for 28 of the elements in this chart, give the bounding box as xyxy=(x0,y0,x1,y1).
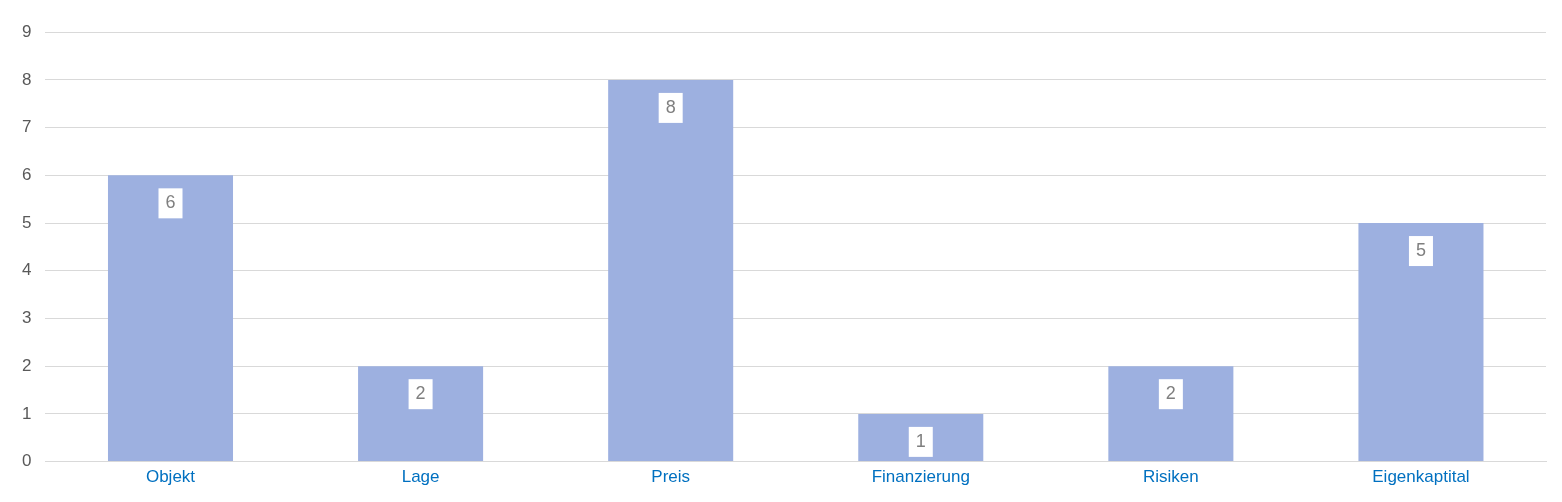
data-label: 1 xyxy=(915,430,926,451)
x-tick-label: Preis xyxy=(651,467,691,487)
y-tick-label: 9 xyxy=(21,21,32,41)
y-tick-label: 1 xyxy=(21,403,32,423)
data-label: 5 xyxy=(1415,240,1426,261)
bar xyxy=(107,175,234,462)
x-tick-label: Risiken xyxy=(1142,467,1199,487)
y-tick-label: 0 xyxy=(21,451,32,471)
bar xyxy=(858,413,984,462)
y-tick-label: 7 xyxy=(21,117,32,137)
y-tick-label: 4 xyxy=(21,260,32,280)
y-tick-label: 3 xyxy=(21,308,32,328)
data-label: 8 xyxy=(665,96,676,117)
bar xyxy=(1108,366,1234,462)
bar xyxy=(1358,223,1484,462)
x-tick-label: Objekt xyxy=(145,467,196,487)
data-label: 2 xyxy=(415,383,426,404)
y-tick-label: 6 xyxy=(21,165,32,185)
x-tick-label: Finanzierung xyxy=(871,467,970,487)
bar xyxy=(358,366,484,462)
data-label: 2 xyxy=(1165,383,1176,404)
bar xyxy=(608,79,734,462)
y-tick-label: 5 xyxy=(21,212,32,232)
x-tick-label: Eigenkaptital xyxy=(1372,467,1470,487)
y-tick-label: 8 xyxy=(21,69,32,89)
x-tick-label: Lage xyxy=(401,467,440,487)
data-label: 6 xyxy=(165,192,176,213)
y-tick-label: 2 xyxy=(21,355,32,375)
